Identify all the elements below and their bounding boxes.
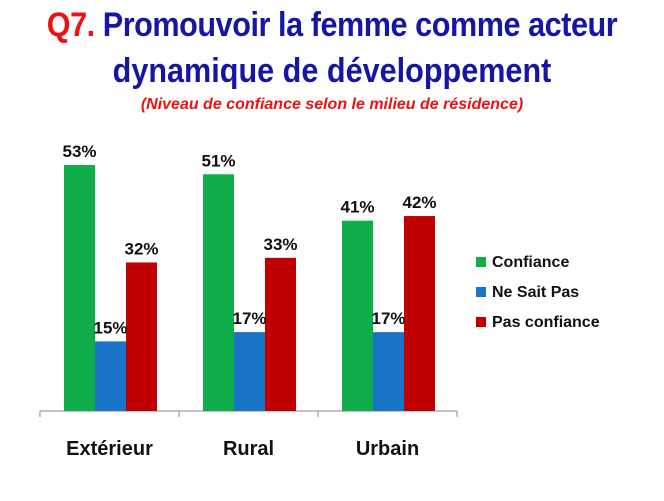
- value-label: 33%: [263, 235, 297, 254]
- chart-title-line2: dynamique de développement: [112, 52, 552, 90]
- bar-pas-confiance: [126, 262, 157, 411]
- value-label: 17%: [371, 309, 405, 328]
- chart-subtitle: (Niveau de confiance selon le milieu de …: [140, 96, 524, 113]
- legend-item-label: Pas confiance: [492, 314, 600, 331]
- bars-group: [64, 165, 435, 411]
- bar-ne-sait-pas: [234, 332, 265, 411]
- category-labels-group: Extérieur Rural Urbain: [66, 438, 419, 460]
- legend-swatch: [476, 317, 486, 327]
- bar-confiance: [203, 174, 234, 411]
- bar-ne-sait-pas: [95, 341, 126, 411]
- category-label: Urbain: [356, 438, 419, 460]
- legend-item-label: Ne Sait Pas: [492, 284, 579, 301]
- chart-title-line1: Q7. Promouvoir la femme comme acteur: [33, 6, 631, 45]
- value-label: 32%: [124, 239, 158, 258]
- value-label: 15%: [93, 318, 127, 337]
- value-label: 42%: [402, 193, 436, 212]
- question-number: Q7.: [46, 6, 95, 44]
- value-label: 41%: [340, 198, 374, 217]
- bar-pas-confiance: [265, 257, 296, 411]
- value-label: 51%: [201, 151, 235, 170]
- bar-ne-sait-pas: [373, 332, 404, 411]
- title-text-line1: Promouvoir la femme comme acteur: [102, 6, 618, 44]
- value-label: 53%: [62, 142, 96, 161]
- category-label: Extérieur: [66, 438, 153, 460]
- bar-confiance: [64, 165, 95, 411]
- bar-pas-confiance: [404, 216, 435, 411]
- value-labels-group: 53% 15% 32% 51% 17% 33% 41% 17% 42%: [62, 142, 436, 337]
- value-label: 17%: [232, 309, 266, 328]
- legend-swatch: [476, 287, 486, 297]
- legend: Confiance Ne Sait Pas Pas confiance: [476, 254, 600, 331]
- bar-confiance: [342, 220, 373, 411]
- legend-item-label: Confiance: [492, 254, 569, 271]
- category-label: Rural: [223, 438, 274, 460]
- x-axis-ticks: [39, 411, 458, 417]
- legend-swatch: [476, 257, 486, 267]
